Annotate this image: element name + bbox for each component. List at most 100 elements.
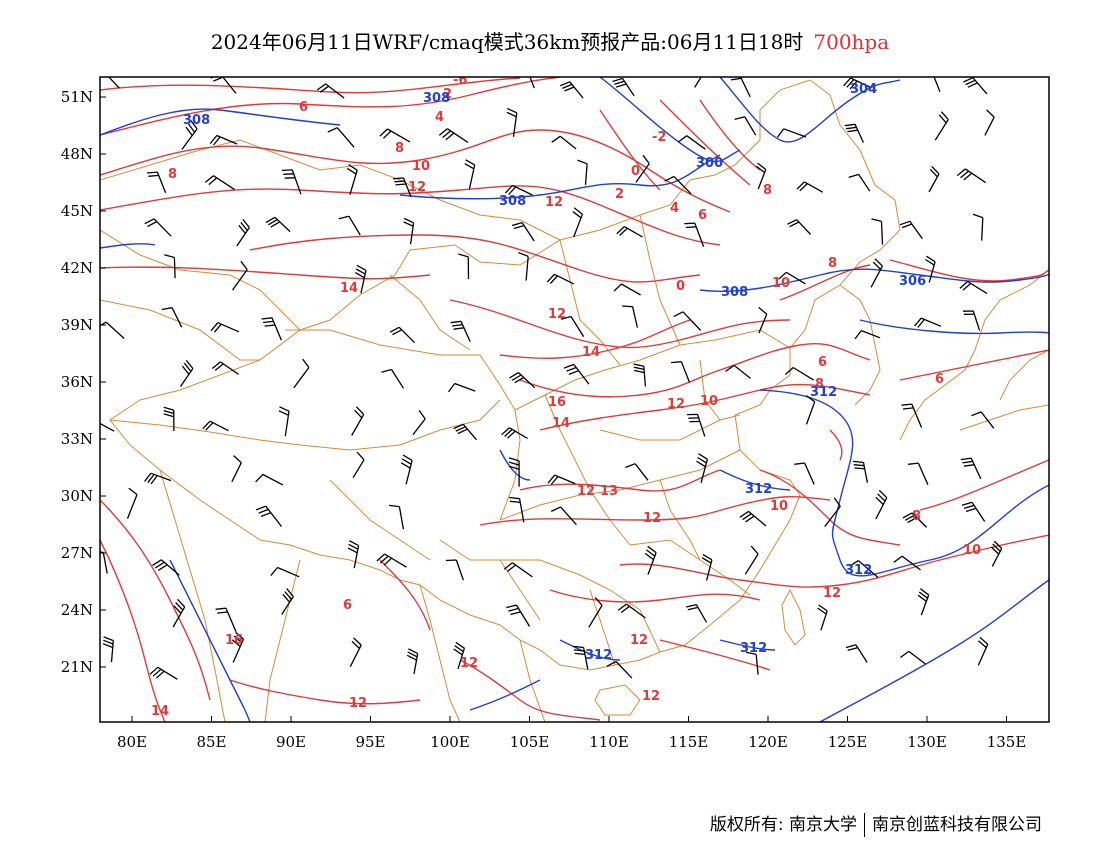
- wind-barb: [725, 364, 751, 379]
- lon-tick-label: 130E: [907, 733, 947, 751]
- wind-barb: [100, 422, 115, 432]
- wind-barb: [907, 462, 929, 486]
- wind-barb: [464, 159, 476, 190]
- wind-barb: [506, 107, 518, 137]
- wind-barb: [901, 403, 923, 428]
- wind-barb: [231, 631, 245, 663]
- wind-barb: [102, 636, 114, 663]
- wind-barb: [400, 454, 413, 485]
- wind-barb: [503, 562, 533, 578]
- wind-barb: [588, 597, 603, 628]
- wind-barb: [925, 255, 936, 283]
- wind-barb: [501, 427, 528, 440]
- wind-barb: [508, 457, 520, 487]
- wind-barb: [352, 451, 365, 479]
- wind-barb: [871, 218, 884, 245]
- lon-tick-label: 120E: [748, 733, 788, 751]
- temp-label: 10: [700, 394, 718, 409]
- height-label: 308: [423, 91, 450, 106]
- height-labels: 308 308 300 304 308 308 306 312 312 312 …: [183, 82, 926, 663]
- longitude-axis: 80E 85E 90E 95E 100E 105E 110E 115E 120E 125E 130E…: [117, 733, 1026, 751]
- wind-barb: [164, 254, 176, 279]
- wind-barb: [126, 487, 138, 519]
- wind-barb: [776, 128, 807, 138]
- wind-barb: [281, 588, 294, 615]
- wind-barb: [381, 368, 405, 389]
- wind-barb: [447, 382, 476, 393]
- wind-barb: [293, 358, 310, 389]
- wind-barb: [379, 128, 411, 143]
- wind-barb: [756, 162, 767, 190]
- height-label: 312: [585, 648, 612, 663]
- wind-barb: [209, 134, 238, 146]
- wind-barb: [529, 77, 535, 89]
- temp-label: 12: [408, 180, 426, 195]
- wind-barb: [281, 169, 302, 195]
- wind-barb: [664, 175, 692, 195]
- wind-barb: [617, 603, 646, 619]
- temp-label: 6: [818, 355, 827, 370]
- wind-barb: [100, 551, 108, 574]
- wind-barb: [149, 666, 178, 680]
- wind-barb: [376, 553, 407, 568]
- lat-tick-label: 27N: [61, 544, 93, 562]
- height-label: 300: [696, 156, 723, 171]
- wind-barb: [824, 497, 841, 527]
- wind-barb: [849, 560, 879, 578]
- wind-barb: [181, 120, 198, 150]
- wind-barb: [673, 311, 702, 331]
- wind-barb: [453, 641, 466, 670]
- wind-barb: [984, 109, 995, 136]
- wind-barb: [845, 644, 868, 663]
- wind-barb: [152, 559, 180, 576]
- lon-tick-label: 100E: [430, 733, 470, 751]
- wind-barb: [875, 489, 888, 520]
- lon-tick-label: 105E: [510, 733, 550, 751]
- wind-barb: [853, 460, 869, 483]
- wind-barb: [231, 260, 248, 291]
- wind-barb: [613, 283, 641, 296]
- wind-barb: [701, 553, 713, 581]
- lon-tick-label: 95E: [355, 733, 385, 751]
- temperature-labels: -6 2 4 6 8 10 12 14 -2 0 2 4 6 8 10 8 12…: [151, 77, 981, 719]
- wind-barb: [389, 326, 416, 344]
- wind-barb: [551, 135, 577, 150]
- wind-barb: [388, 504, 405, 530]
- wind-barb: [670, 361, 691, 383]
- map-title: 2024年06月11日WRF/cmaq模式36km预报产品:06月11日18时 7…: [0, 26, 1100, 55]
- temp-label: -2: [652, 130, 666, 145]
- temp-label: 6: [343, 598, 352, 613]
- wind-barb: [560, 315, 585, 337]
- wind-barb: [506, 604, 531, 627]
- wind-barb: [231, 455, 242, 483]
- wind-barb: [563, 363, 590, 385]
- temp-label: 12: [545, 195, 563, 210]
- axis-ticks: [100, 96, 1007, 722]
- temp-label: 12: [630, 633, 648, 648]
- wind-barb: [572, 207, 584, 238]
- footer-separator: [864, 813, 865, 837]
- wind-barb: [928, 165, 940, 193]
- wind-barb: [917, 588, 930, 616]
- lat-tick-label: 42N: [61, 259, 93, 277]
- wind-barb: [210, 322, 240, 333]
- wind-barb: [963, 77, 988, 95]
- wind-barb: [612, 77, 635, 97]
- wind-barb: [204, 175, 235, 191]
- lon-tick-label: 125E: [828, 733, 868, 751]
- wind-barb: [518, 251, 529, 281]
- height-label: 308: [721, 285, 748, 300]
- temp-label: 8: [912, 509, 921, 524]
- wind-barb: [606, 660, 633, 679]
- wind-barb: [100, 77, 120, 89]
- wind-barb: [144, 472, 172, 485]
- wind-barb: [547, 474, 576, 485]
- wind-barb: [900, 650, 926, 665]
- lat-tick-label: 39N: [61, 316, 93, 334]
- wind-barb: [990, 540, 1003, 567]
- wind-barb: [848, 173, 871, 192]
- wind-barb: [678, 135, 706, 150]
- temp-label: 10: [412, 159, 430, 174]
- wind-barb: [577, 159, 588, 185]
- wind-barb: [450, 320, 471, 342]
